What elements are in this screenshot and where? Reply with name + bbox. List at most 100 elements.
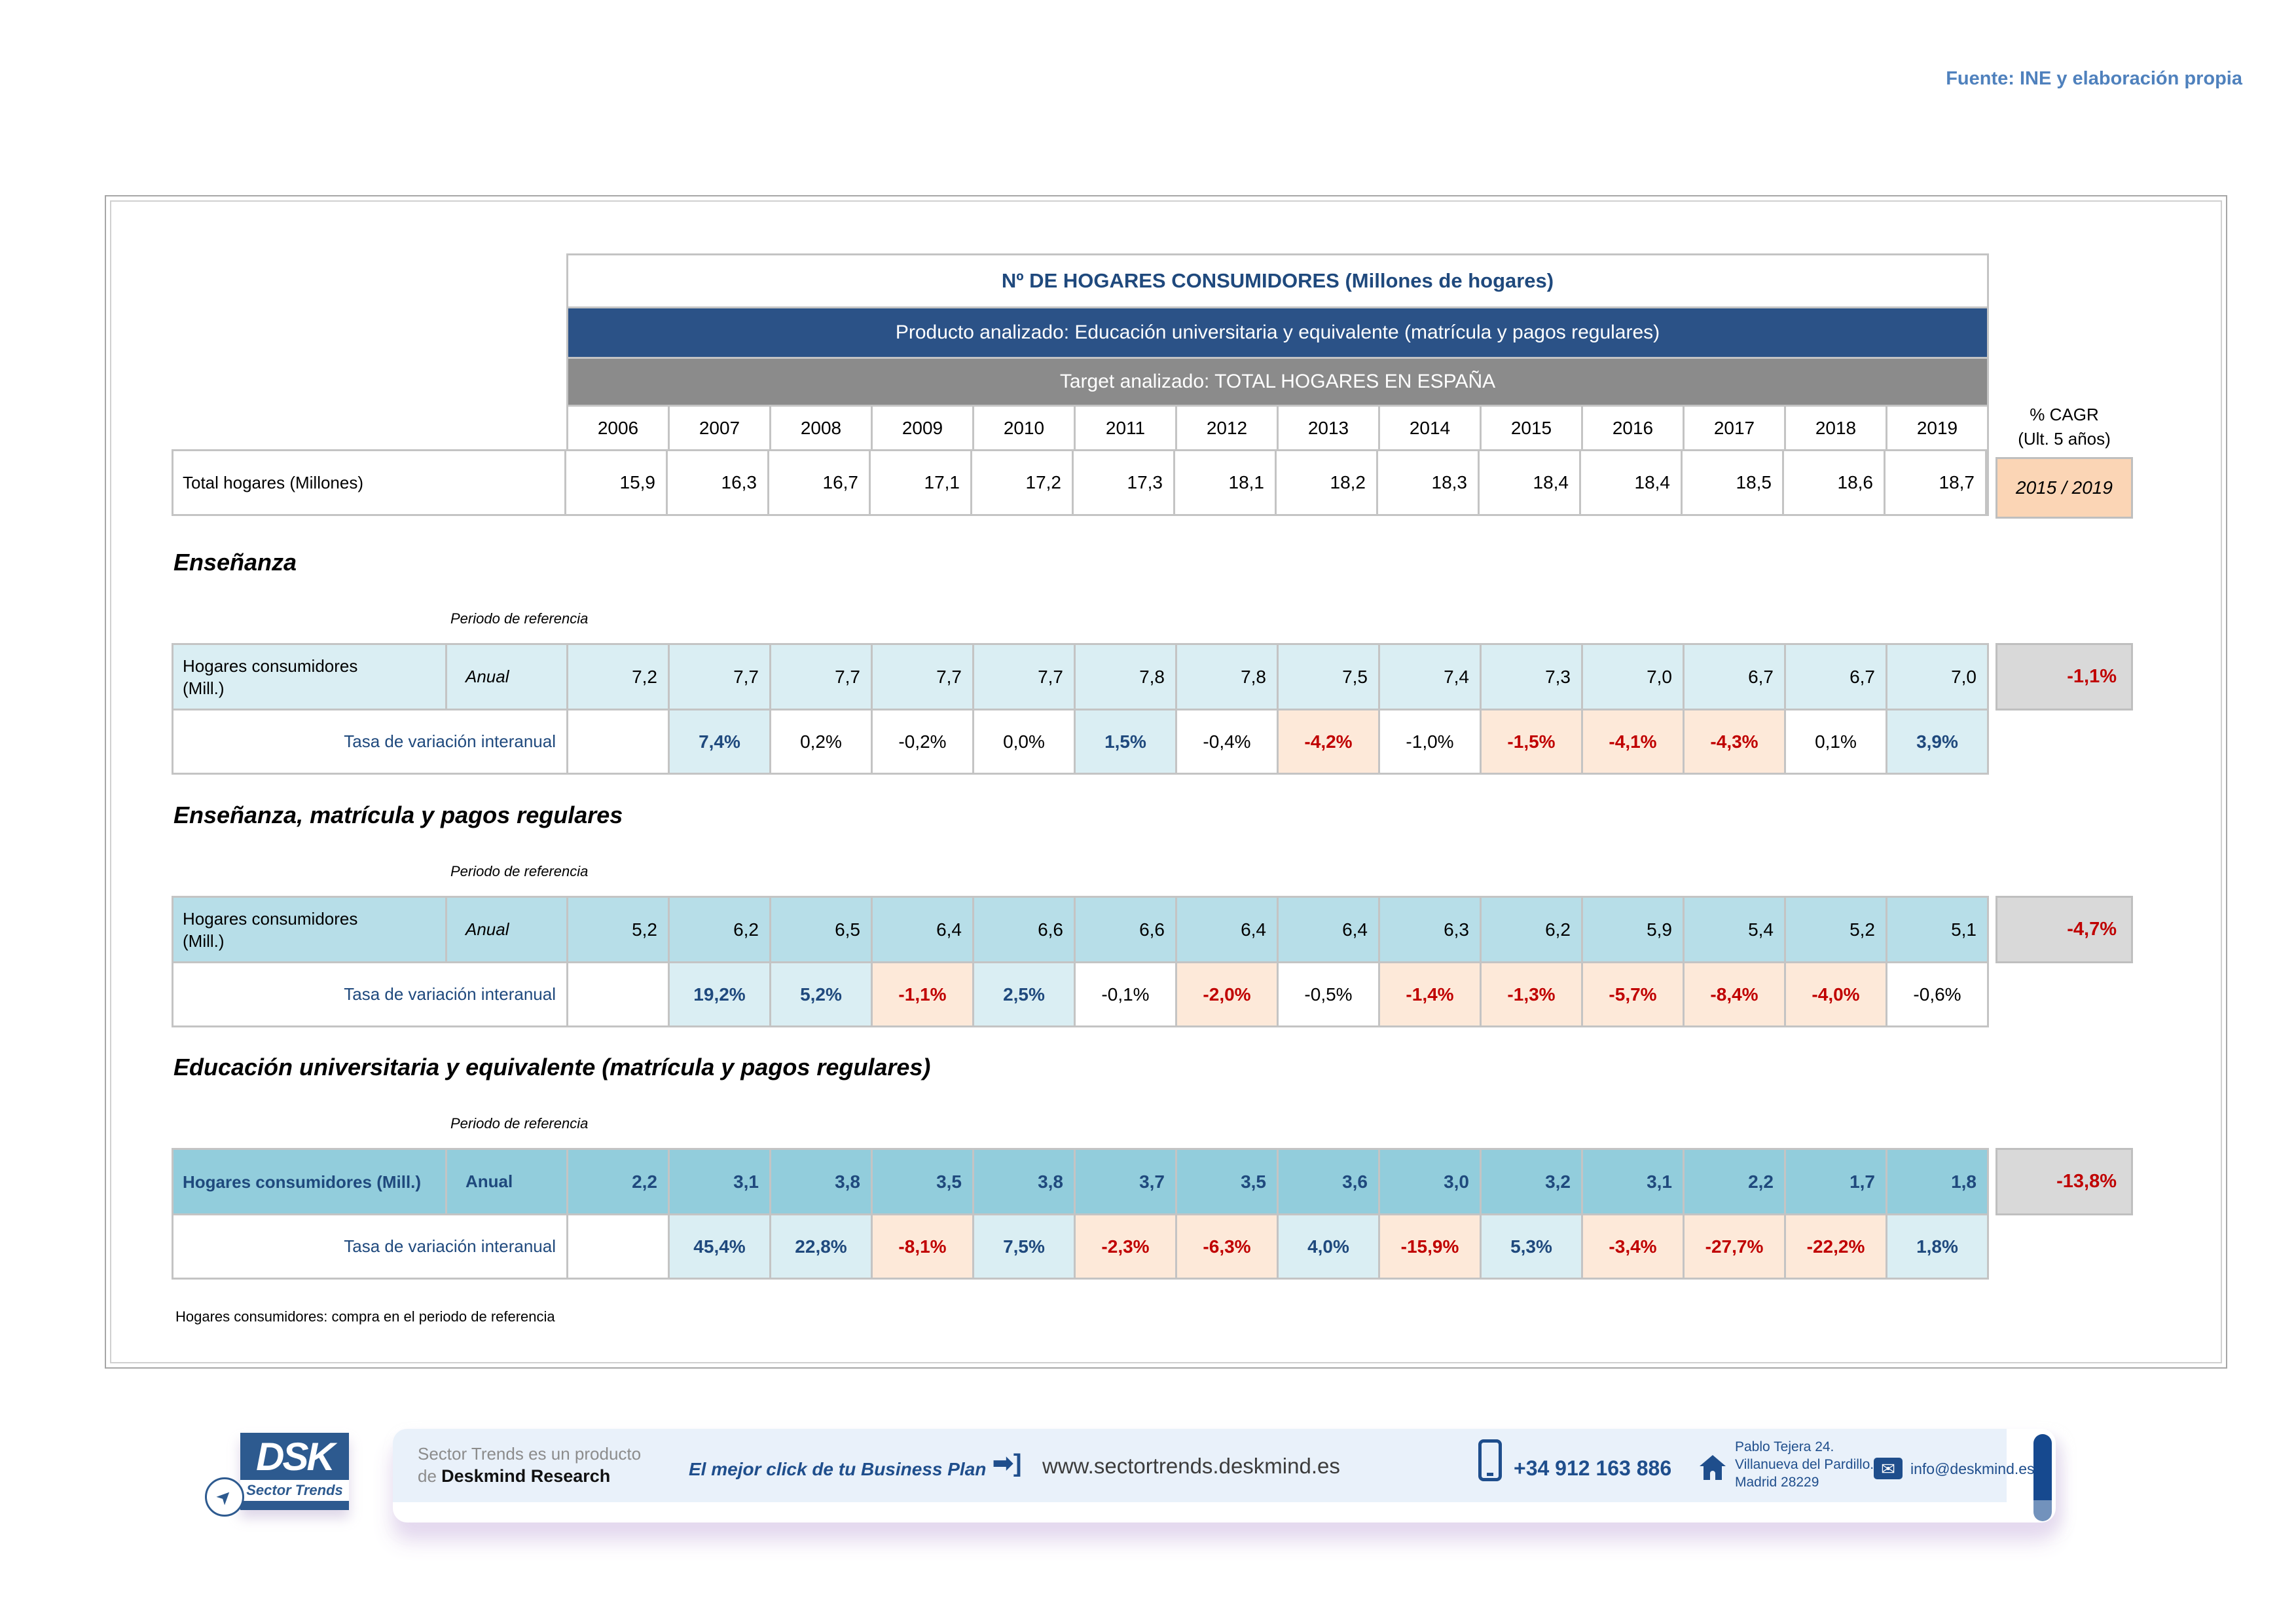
year-header-12: 2017 (1685, 407, 1784, 450)
total-value-5: 17,2 (972, 451, 1072, 514)
universitaria-table: Hogares consumidores (Mill.) Anual 2,2 3,… (172, 1148, 1989, 1280)
universitaria-variation-5: 7,5% (974, 1215, 1074, 1278)
matricula-value-9: 6,3 (1380, 898, 1480, 961)
universitaria-value-1: 2,2 (568, 1150, 668, 1213)
matricula-value-10: 6,2 (1482, 898, 1581, 961)
year-header-13: 2018 (1786, 407, 1886, 450)
footer-producer: Sector Trends es un producto de Deskmind… (418, 1444, 642, 1486)
total-value-2: 16,3 (668, 451, 767, 514)
matricula-variation-11: -5,7% (1583, 963, 1683, 1025)
year-header-7: 2012 (1177, 407, 1277, 450)
ensenanza-value-4: 7,7 (873, 645, 972, 709)
year-header-2: 2007 (670, 407, 769, 450)
matricula-variation-4: -1,1% (873, 963, 972, 1025)
frequency-cell-2: Anual (447, 898, 566, 961)
ensenanza-value-8: 7,5 (1279, 645, 1378, 709)
year-header-14: 2019 (1887, 407, 1987, 450)
year-header-6: 2011 (1076, 407, 1175, 450)
matricula-value-14: 5,1 (1887, 898, 1987, 961)
matricula-variation-9: -1,4% (1380, 963, 1480, 1025)
ensenanza-variation-11: -4,1% (1583, 710, 1683, 773)
ensenanza-variation-7: -0,4% (1177, 710, 1277, 773)
website-link[interactable]: www.sectortrends.deskmind.es (1042, 1454, 1340, 1478)
universitaria-value-4: 3,5 (873, 1150, 972, 1213)
matricula-value-6: 6,6 (1076, 898, 1175, 961)
ensenanza-variation-10: -1,5% (1482, 710, 1581, 773)
matricula-variation-8: -0,5% (1279, 963, 1378, 1025)
universitaria-value-8: 3,6 (1279, 1150, 1378, 1213)
ensenanza-value-6: 7,8 (1076, 645, 1175, 709)
matricula-variation-7: -2,0% (1177, 963, 1277, 1025)
product-bar: Producto analizado: Educación universita… (568, 308, 1987, 357)
total-value-3: 16,7 (769, 451, 869, 514)
matricula-value-8: 6,4 (1279, 898, 1378, 961)
ensenanza-value-3: 7,7 (771, 645, 871, 709)
ensenanza-value-5: 7,7 (974, 645, 1074, 709)
ensenanza-variation-14: 3,9% (1887, 710, 1987, 773)
matricula-value-13: 5,2 (1786, 898, 1886, 961)
deskmind-research-name: Deskmind Research (441, 1466, 611, 1486)
matricula-variation-12: -8,4% (1685, 963, 1784, 1025)
matricula-value-2: 6,2 (670, 898, 769, 961)
cagr-header: % CAGR (Ult. 5 años) (2018, 405, 2111, 449)
ensenanza-value-1: 7,2 (568, 645, 668, 709)
year-header-1: 2006 (568, 407, 668, 450)
dsk-logo-text: DSK (256, 1434, 335, 1479)
universitaria-variation-3: 22,8% (771, 1215, 871, 1278)
total-value-11: 18,4 (1581, 451, 1681, 514)
universitaria-variation-1 (568, 1215, 668, 1278)
universitaria-variation-14: 1,8% (1887, 1215, 1987, 1278)
matricula-value-4: 6,4 (873, 898, 972, 961)
ensenanza-variation-6: 1,5% (1076, 710, 1175, 773)
target-bar: Target analizado: TOTAL HOGARES EN ESPAÑ… (568, 359, 1987, 405)
period-label-1: Periodo de referencia (450, 610, 589, 627)
go-arrow-icon: ➡] (993, 1450, 1022, 1477)
ensenanza-value-9: 7,4 (1380, 645, 1480, 709)
email-address[interactable]: info@deskmind.es (1910, 1460, 2035, 1477)
year-header-9: 2014 (1380, 407, 1480, 450)
ensenanza-variation-12: -4,3% (1685, 710, 1784, 773)
footnote: Hogares consumidores: compra en el perio… (175, 1308, 555, 1325)
year-header-11: 2016 (1583, 407, 1683, 450)
matricula-value-12: 5,4 (1685, 898, 1784, 961)
consumer-row-label-3: Hogares consumidores (Mill.) (173, 1150, 445, 1213)
main-table-header: Nº DE HOGARES CONSUMIDORES (Millones de … (566, 253, 1989, 452)
cagr-value-3: -13,8% (1995, 1148, 2133, 1215)
universitaria-variation-11: -3,4% (1583, 1215, 1683, 1278)
frequency-cell-3: Anual (447, 1150, 566, 1213)
period-label-2: Periodo de referencia (450, 863, 589, 879)
total-value-4: 17,1 (871, 451, 970, 514)
total-row-label: Total hogares (Millones) (173, 451, 564, 514)
ensenanza-value-7: 7,8 (1177, 645, 1277, 709)
matricula-variation-2: 19,2% (670, 963, 769, 1025)
dsk-logo: DSK Sector Trends (240, 1433, 349, 1510)
cagr-value-1: -1,1% (1995, 643, 2133, 710)
dsk-arrow-icon: ➤ (211, 1484, 237, 1509)
ensenanza-value-12: 6,7 (1685, 645, 1784, 709)
section-heading-ensenanza: Enseñanza (173, 549, 297, 576)
universitaria-variation-8: 4,0% (1279, 1215, 1378, 1278)
ensenanza-variation-8: -4,2% (1279, 710, 1378, 773)
total-value-7: 18,1 (1175, 451, 1275, 514)
universitaria-variation-7: -6,3% (1177, 1215, 1277, 1278)
matricula-table: Hogares consumidores (Mill.) Anual 5,2 6,2… (172, 896, 1989, 1027)
mail-icon: ✉ (1874, 1458, 1903, 1479)
section-heading-matricula: Enseñanza, matrícula y pagos regulares (173, 802, 623, 828)
universitaria-variation-2: 45,4% (670, 1215, 769, 1278)
cagr-period-box: 2015 / 2019 (1995, 457, 2133, 519)
ensenanza-variation-9: -1,0% (1380, 710, 1480, 773)
universitaria-variation-10: 5,3% (1482, 1215, 1581, 1278)
matricula-variation-5: 2,5% (974, 963, 1074, 1025)
ensenanza-variation-2: 7,4% (670, 710, 769, 773)
universitaria-value-3: 3,8 (771, 1150, 871, 1213)
variation-label-3: Tasa de variación interanual (173, 1215, 566, 1278)
matricula-variation-14: -0,6% (1887, 963, 1987, 1025)
dsk-logo-badge: ➤ (205, 1477, 244, 1517)
universitaria-variation-12: -27,7% (1685, 1215, 1784, 1278)
universitaria-value-9: 3,0 (1380, 1150, 1480, 1213)
total-value-14: 18,7 (1886, 451, 1985, 514)
matricula-variation-1 (568, 963, 668, 1025)
table-title: Nº DE HOGARES CONSUMIDORES (Millones de … (568, 255, 1987, 306)
ensenanza-table: Hogares consumidores (Mill.) Anual 7,2 7,7… (172, 643, 1989, 775)
